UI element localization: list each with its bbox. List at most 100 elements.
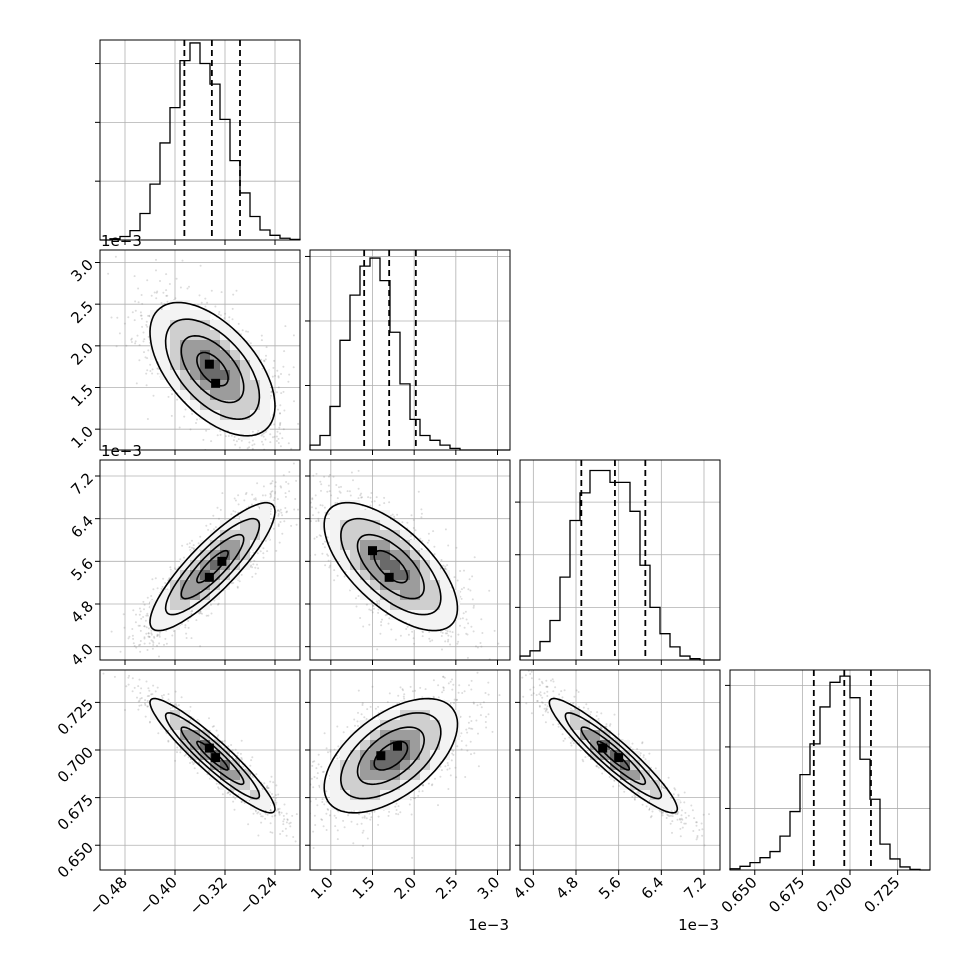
scatter-point [313,418,315,420]
density-cell [260,370,270,380]
density-cell [170,320,180,330]
scatter-point [114,255,117,258]
scatter-point [147,314,150,317]
density-cell [180,380,190,390]
scatter-point [292,366,295,369]
scatter-point [118,332,121,335]
scatter-point [237,503,240,506]
scatter-point [480,645,483,648]
scatter-point [237,322,240,325]
scatter-point [378,504,381,507]
density-cell [230,560,240,570]
scatter-point [250,503,253,506]
scatter-point [148,635,151,638]
scatter-point [287,380,290,383]
scatter-point [271,490,274,493]
scatter-point [307,492,309,494]
scatter-point [375,496,378,499]
scatter-point [295,479,298,482]
scatter-point [143,636,146,639]
density-cell [230,380,240,390]
scatter-point [468,578,471,581]
scatter-point [186,287,189,290]
scatter-point [151,372,154,375]
scatter-point [450,635,453,638]
scatter-point [332,475,335,478]
scatter-point [346,490,349,493]
scatter-point [127,316,130,319]
scatter-point [261,494,264,497]
scatter-point [160,587,163,590]
scatter-point [260,453,262,455]
density-cell [210,580,220,590]
scatter-point [421,635,424,638]
scatter-point [387,622,390,625]
density-cell [180,320,190,330]
scatter-point [137,301,140,304]
scatter-point [204,305,207,308]
scatter-point [274,481,277,484]
scatter-point [230,434,233,437]
contour-line [196,351,229,387]
scatter-point [269,492,272,495]
scatter-point [462,612,465,615]
scatter-point [447,634,450,637]
scatter-point [274,491,277,493]
density-cell [200,350,210,360]
scatter-point [276,430,279,433]
scatter-point [260,334,263,337]
density-cell [200,320,210,330]
density-cell [190,380,200,390]
scatter-point [368,608,371,611]
scatter-point [238,446,241,449]
scatter-point [426,541,429,544]
scatter-point [446,564,449,567]
scatter-point [231,307,234,310]
panel-content [100,460,300,660]
hist-panel-2 [515,459,721,665]
scatter-point [156,644,158,647]
scatter-point [304,425,306,427]
scatter-point [383,496,386,499]
scatter-point [169,566,172,569]
density-cell [260,510,270,520]
scatter-point [238,580,241,583]
scatter-point [140,317,143,320]
scatter-point [261,433,264,436]
scatter-point [463,626,466,629]
scatter-point [272,499,275,502]
density-cell [180,590,190,600]
scatter-point [151,640,154,643]
scatter-point [232,293,235,296]
density-cell [220,360,230,370]
scatter-point [278,510,281,513]
density-cell [190,330,200,340]
scatter-point [317,520,320,523]
scatter-point [145,384,148,387]
density-cell [210,350,220,360]
density-cell [260,420,270,430]
scatter-point [293,508,296,511]
density-cell [240,530,250,540]
scatter-point [279,445,282,448]
density-cell [150,340,160,350]
scatter-point [236,585,239,588]
scatter-point [279,421,282,424]
density-cell [250,520,260,530]
scatter-point [152,641,155,644]
scatter-point [269,441,272,444]
scatter-point [321,552,324,555]
scatter-point [260,339,263,342]
density-cell [240,340,250,350]
scatter-point [313,402,315,404]
scatter-point [140,294,143,296]
scatter-point [381,618,383,621]
scatter-point [128,635,131,638]
scatter-point [133,645,136,647]
scatter-point [280,495,282,497]
scatter-point [257,429,260,432]
scatter-point [262,432,265,435]
scatter-point [281,437,284,440]
scatter-point [115,345,118,348]
scatter-point [417,490,420,493]
